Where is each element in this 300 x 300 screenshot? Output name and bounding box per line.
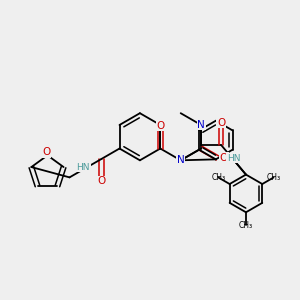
Text: CH₃: CH₃ <box>212 173 226 182</box>
Text: N: N <box>197 120 205 130</box>
Text: CH₃: CH₃ <box>266 173 280 182</box>
Text: O: O <box>42 147 50 158</box>
Text: O: O <box>98 176 106 186</box>
Text: O: O <box>217 118 225 128</box>
Text: N: N <box>177 155 184 165</box>
Text: O: O <box>156 121 164 130</box>
Text: CH₃: CH₃ <box>239 221 253 230</box>
Text: HN: HN <box>227 154 240 163</box>
Text: HN: HN <box>76 163 90 172</box>
Text: O: O <box>220 153 228 163</box>
